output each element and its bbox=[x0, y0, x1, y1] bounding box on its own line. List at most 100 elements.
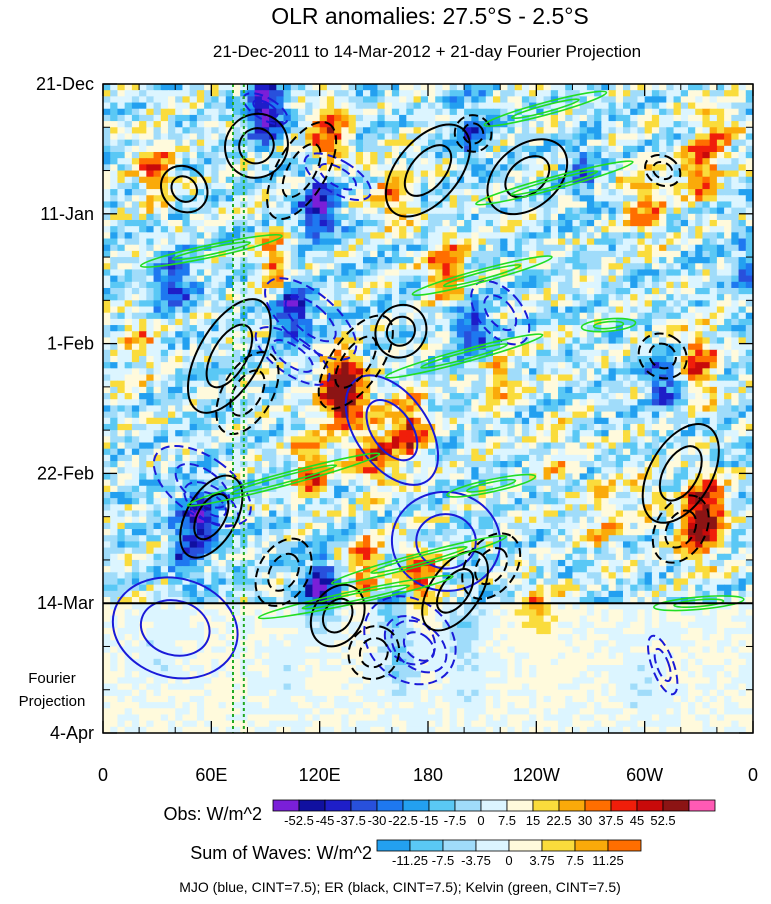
heatmap-cell bbox=[450, 220, 458, 227]
heatmap-cell bbox=[500, 96, 508, 103]
heatmap-cell bbox=[702, 368, 710, 375]
heatmap-cell bbox=[421, 103, 429, 110]
heatmap-cell bbox=[565, 220, 573, 227]
heatmap-cell bbox=[161, 232, 169, 239]
heatmap-cell bbox=[219, 109, 227, 116]
heatmap-cell bbox=[103, 183, 111, 190]
heatmap-cell bbox=[471, 331, 479, 338]
heatmap-cell bbox=[587, 257, 595, 264]
heatmap-cell bbox=[110, 282, 118, 289]
heatmap-cell bbox=[406, 109, 414, 116]
heatmap-cell bbox=[572, 214, 580, 221]
heatmap-cell bbox=[623, 195, 631, 202]
heatmap-cell bbox=[623, 214, 631, 221]
heatmap-cell bbox=[630, 405, 638, 412]
heatmap-cell bbox=[710, 146, 718, 153]
heatmap-cell bbox=[731, 356, 739, 363]
heatmap-cell bbox=[565, 251, 573, 258]
heatmap-cell bbox=[515, 220, 523, 227]
heatmap-cell bbox=[132, 362, 140, 369]
heatmap-cell bbox=[710, 103, 718, 110]
heatmap-cell bbox=[421, 158, 429, 165]
heatmap-cell bbox=[464, 412, 472, 419]
heatmap-cell bbox=[681, 103, 689, 110]
heatmap-cell bbox=[211, 127, 219, 134]
heatmap-cell bbox=[146, 183, 154, 190]
heatmap-cell bbox=[623, 307, 631, 314]
heatmap-cell bbox=[522, 362, 530, 369]
heatmap-cell bbox=[674, 208, 682, 215]
heatmap-cell bbox=[377, 424, 385, 431]
heatmap-cell bbox=[132, 424, 140, 431]
heatmap-cell bbox=[536, 399, 544, 406]
heatmap-cell bbox=[291, 412, 299, 419]
heatmap-cell bbox=[399, 103, 407, 110]
heatmap-cell bbox=[125, 90, 133, 97]
heatmap-cell bbox=[645, 239, 653, 246]
heatmap-cell bbox=[204, 307, 212, 314]
heatmap-cell bbox=[587, 84, 595, 91]
heatmap-cell bbox=[551, 208, 559, 215]
heatmap-cell bbox=[428, 313, 436, 320]
heatmap-cell bbox=[291, 257, 299, 264]
heatmap-cell bbox=[659, 208, 667, 215]
heatmap-cell bbox=[298, 164, 306, 171]
heatmap-cell bbox=[681, 263, 689, 270]
heatmap-cell bbox=[486, 375, 494, 382]
heatmap-cell bbox=[110, 201, 118, 208]
heatmap-cell bbox=[385, 109, 393, 116]
heatmap-cell bbox=[544, 375, 552, 382]
heatmap-cell bbox=[652, 393, 660, 400]
heatmap-cell bbox=[666, 84, 674, 91]
heatmap-cell bbox=[385, 393, 393, 400]
heatmap-cell bbox=[601, 84, 609, 91]
heatmap-cell bbox=[681, 412, 689, 419]
heatmap-cell bbox=[442, 226, 450, 233]
heatmap-cell bbox=[551, 220, 559, 227]
heatmap-cell bbox=[486, 84, 494, 91]
heatmap-cell bbox=[370, 245, 378, 252]
heatmap-cell bbox=[255, 251, 263, 258]
heatmap-cell bbox=[702, 183, 710, 190]
heatmap-cell bbox=[182, 424, 190, 431]
heatmap-cell bbox=[637, 146, 645, 153]
heatmap-cell bbox=[717, 103, 725, 110]
heatmap-cell bbox=[139, 208, 147, 215]
heatmap-cell bbox=[320, 115, 328, 122]
heatmap-cell bbox=[197, 424, 205, 431]
heatmap-cell bbox=[298, 201, 306, 208]
heatmap-cell bbox=[616, 152, 624, 159]
heatmap-cell bbox=[724, 368, 732, 375]
heatmap-cell bbox=[146, 158, 154, 165]
heatmap-cell bbox=[356, 177, 364, 184]
heatmap-cell bbox=[500, 226, 508, 233]
heatmap-cell bbox=[161, 375, 169, 382]
heatmap-cell bbox=[580, 201, 588, 208]
heatmap-cell bbox=[349, 90, 357, 97]
heatmap-cell bbox=[609, 282, 617, 289]
heatmap-cell bbox=[529, 164, 537, 171]
heatmap-cell bbox=[471, 399, 479, 406]
heatmap-cell bbox=[522, 282, 530, 289]
heatmap-cell bbox=[110, 214, 118, 221]
heatmap-cell bbox=[710, 294, 718, 301]
heatmap-cell bbox=[356, 121, 364, 128]
heatmap-cell bbox=[739, 276, 747, 283]
heatmap-cell bbox=[385, 115, 393, 122]
heatmap-cell bbox=[298, 90, 306, 97]
heatmap-cell bbox=[609, 368, 617, 375]
heatmap-cell bbox=[341, 208, 349, 215]
heatmap-cell bbox=[580, 208, 588, 215]
heatmap-cell bbox=[572, 263, 580, 270]
heatmap-cell bbox=[110, 133, 118, 140]
heatmap-cell bbox=[385, 424, 393, 431]
heatmap-cell bbox=[486, 251, 494, 258]
heatmap-cell bbox=[702, 350, 710, 357]
heatmap-cell bbox=[117, 115, 125, 122]
heatmap-cell bbox=[536, 387, 544, 394]
heatmap-cell bbox=[565, 381, 573, 388]
heatmap-cell bbox=[392, 239, 400, 246]
heatmap-cell bbox=[117, 121, 125, 128]
heatmap-cell bbox=[558, 350, 566, 357]
heatmap-cell bbox=[190, 288, 198, 295]
